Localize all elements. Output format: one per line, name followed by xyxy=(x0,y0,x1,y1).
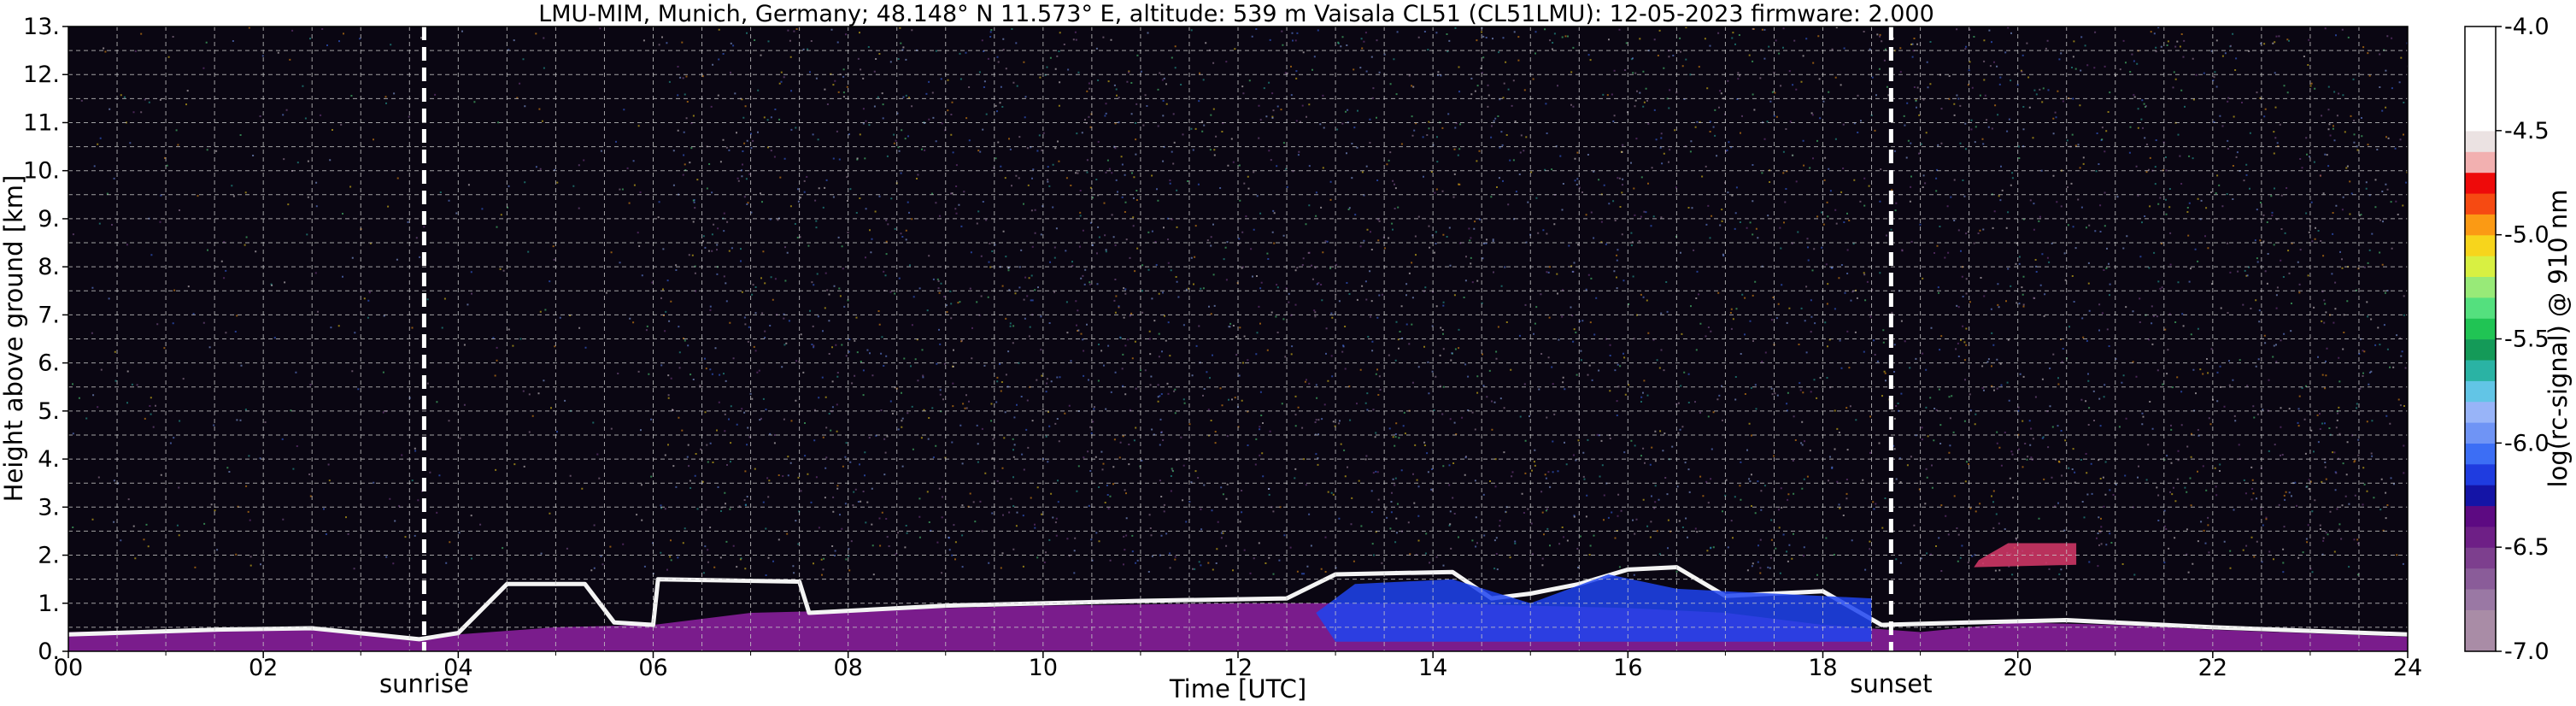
x-tick-label: 06 xyxy=(638,655,667,681)
y-tick-label: 7. xyxy=(38,302,60,328)
colorbar-segment xyxy=(2465,172,2496,194)
colorbar-tick-label: -4.0 xyxy=(2504,14,2550,40)
x-tick-label: 10 xyxy=(1029,655,1058,681)
colorbar-segment xyxy=(2465,588,2496,610)
colorbar-tick-label: -7.0 xyxy=(2504,638,2550,665)
x-axis-label: Time [UTC] xyxy=(1169,674,1306,703)
colorbar-segment xyxy=(2465,547,2496,569)
colorbar-segment xyxy=(2465,359,2496,381)
colorbar-segment xyxy=(2465,568,2496,590)
x-tick-label: 02 xyxy=(249,655,278,681)
x-tick-label: 00 xyxy=(54,655,83,681)
colorbar-segment xyxy=(2465,151,2496,174)
colorbar-segment xyxy=(2465,463,2496,485)
colorbar-tick-label: -4.5 xyxy=(2504,118,2550,144)
y-tick-label: 1. xyxy=(38,591,60,617)
x-axis: 00 02 04 06 08 10 12 14 16 18 20 22 24 xyxy=(54,651,2422,681)
y-axis: 0. 1. 2. 3. 4. 5. 6. 7. 8. 9. 10. 11. 12. 13. xyxy=(23,14,68,665)
colorbar-segment xyxy=(2465,401,2496,423)
x-tick-label: 14 xyxy=(1418,655,1447,681)
colorbar-segment xyxy=(2465,256,2496,277)
colorbar-tick-label: -5.5 xyxy=(2504,327,2550,353)
sunset-label: sunset xyxy=(1850,669,1932,698)
colorbar-segment xyxy=(2465,276,2496,298)
x-tick-label: 22 xyxy=(2198,655,2227,681)
y-tick-label: 10. xyxy=(23,158,60,185)
y-axis-label: Height above ground [km] xyxy=(0,175,28,503)
sunrise-label: sunrise xyxy=(379,669,469,698)
y-tick-label: 9. xyxy=(38,206,60,232)
colorbar-segment xyxy=(2465,214,2496,236)
x-tick-label: 12 xyxy=(1223,655,1253,681)
colorbar-label: log(rc-signal) @ 910 nm xyxy=(2544,190,2573,488)
cloud-patch-2 xyxy=(1316,574,1872,642)
x-tick-label: 08 xyxy=(833,655,862,681)
chart-title: LMU-MIM, Munich, Germany; 48.148° N 11.5… xyxy=(538,1,1934,27)
colorbar: -4.0 -4.5 -5.0 -5.5 -6.0 -6.5 -7.0 xyxy=(2464,14,2550,665)
y-tick-label: 11. xyxy=(23,109,60,136)
annotation-lines xyxy=(421,26,1893,651)
y-tick-label: 8. xyxy=(38,254,60,280)
x-tick-label: 20 xyxy=(2003,655,2032,681)
y-tick-label: 5. xyxy=(38,398,60,425)
y-tick-label: 4. xyxy=(38,446,60,473)
colorbar-segment xyxy=(2465,338,2496,361)
annotation-labels: sunrise sunset xyxy=(379,669,1932,698)
grid-lines xyxy=(68,26,2408,651)
colorbar-segment xyxy=(2465,297,2496,319)
colorbar-segment xyxy=(2465,443,2496,465)
y-tick-label: 13. xyxy=(23,14,60,40)
colorbar-segment xyxy=(2465,234,2496,256)
x-tick-label: 18 xyxy=(1808,655,1837,681)
colorbar-segment xyxy=(2465,505,2496,527)
colorbar-segment xyxy=(2465,130,2496,152)
colorbar-segment xyxy=(2465,192,2496,215)
y-tick-label: 3. xyxy=(38,494,60,521)
colorbar-segment xyxy=(2465,526,2496,548)
y-tick-label: 6. xyxy=(38,350,60,377)
x-tick-label: 04 xyxy=(443,655,472,681)
x-tick-label: 16 xyxy=(1613,655,1642,681)
y-tick-label: 0. xyxy=(38,638,60,665)
plot-area xyxy=(68,26,2408,651)
colorbar-tick-label: -5.0 xyxy=(2504,222,2550,249)
colorbar-segment xyxy=(2465,318,2496,340)
colorbar-segment xyxy=(2465,485,2496,507)
colorbar-segment xyxy=(2465,380,2496,403)
y-tick-label: 12. xyxy=(23,62,60,88)
colorbar-segment xyxy=(2465,422,2496,444)
colorbar-segment xyxy=(2465,26,2496,132)
x-tick-label: 24 xyxy=(2393,655,2422,681)
colorbar-tick-label: -6.0 xyxy=(2504,430,2550,456)
colorbar-tick-label: -6.5 xyxy=(2504,534,2550,561)
y-tick-label: 2. xyxy=(38,543,60,569)
colorbar-segment xyxy=(2465,609,2496,652)
